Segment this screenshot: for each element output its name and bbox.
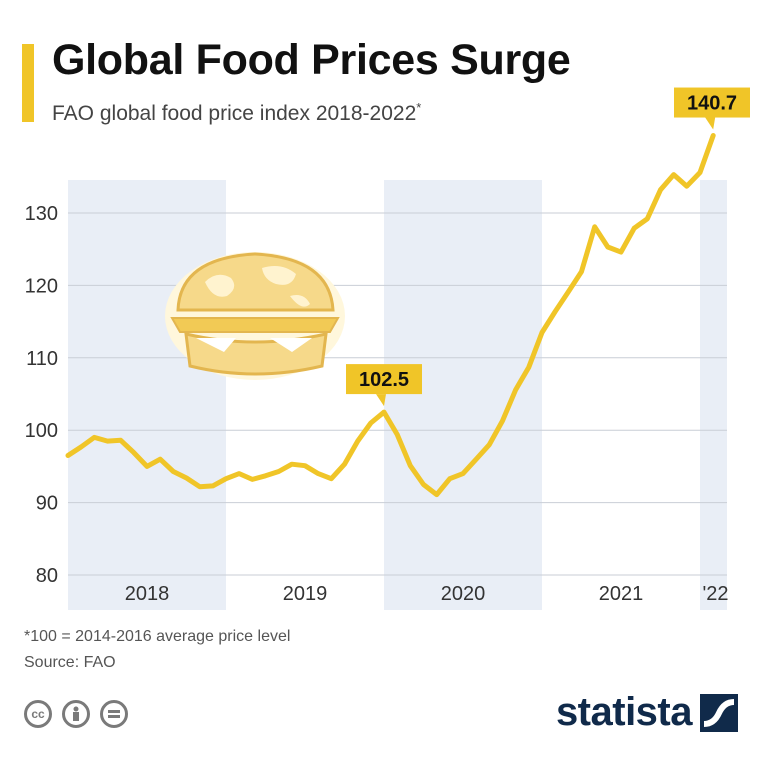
y-axis-ticks: 80 90 100 110 120 130 [25, 203, 58, 587]
value-annotations: 102.5 140.7 [346, 87, 750, 407]
annotation-box [674, 87, 750, 118]
series-line [65, 133, 716, 498]
footnote: *100 = 2014-2016 average price level [24, 628, 291, 645]
title-accent-bar [22, 44, 34, 122]
year-band-2018 [68, 180, 226, 610]
annotation-label: 140.7 [687, 93, 737, 115]
annotation-pointer [705, 117, 716, 130]
chart-title: Global Food Prices Surge [52, 36, 571, 84]
license-icons: cc [24, 700, 128, 728]
x-axis-labels: 2018 2019 2020 2021 '22 [125, 583, 729, 605]
burger-globe-illustration [165, 252, 345, 380]
no-derivatives-icon[interactable] [100, 700, 128, 728]
y-tick-label-90: 90 [36, 493, 58, 515]
y-tick-label-130: 130 [25, 203, 58, 225]
x-tick-label-22: '22 [702, 583, 728, 605]
subtitle-text: FAO global food price index 2018-2022 [52, 102, 417, 125]
annotation-label: 102.5 [359, 369, 409, 391]
y-tick-label-100: 100 [25, 420, 58, 442]
chart-subtitle: FAO global food price index 2018-2022* [52, 100, 421, 126]
y-tick-label-110: 110 [26, 348, 58, 370]
annotation-pointer [376, 394, 386, 407]
annotation-140.7: 140.7 [674, 87, 750, 130]
cc-icon[interactable]: cc [24, 700, 52, 728]
year-bands [68, 180, 727, 610]
grid-lines [68, 212, 727, 576]
x-tick-label-2018: 2018 [125, 583, 170, 605]
x-tick-label-2021: 2021 [599, 583, 644, 605]
statista-mark-icon [700, 693, 738, 732]
x-tick-label-2019: 2019 [283, 583, 328, 605]
annotation-102.5: 102.5 [346, 364, 422, 407]
subtitle-footnote-mark: * [416, 100, 422, 115]
brand-name: statista [555, 690, 693, 734]
annotation-box [346, 364, 422, 395]
year-band-22 [700, 180, 727, 610]
y-tick-label-120: 120 [25, 275, 58, 297]
attribution-icon[interactable] [62, 700, 90, 728]
year-band-2020 [384, 180, 542, 610]
x-tick-label-2020: 2020 [441, 583, 486, 605]
source-note: Source: FAO [24, 654, 116, 671]
y-tick-label-80: 80 [36, 565, 58, 587]
statista-logo[interactable]: statista [556, 690, 738, 735]
